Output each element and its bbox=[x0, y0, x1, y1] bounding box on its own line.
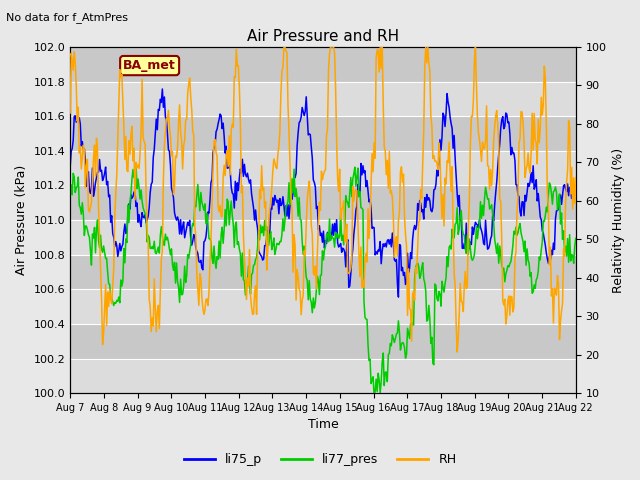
Bar bbox=[70, 116, 576, 151]
Bar bbox=[70, 324, 576, 359]
Legend: li75_p, li77_pres, RH: li75_p, li77_pres, RH bbox=[179, 448, 461, 471]
Bar bbox=[70, 47, 576, 82]
Text: BA_met: BA_met bbox=[124, 59, 176, 72]
Bar bbox=[70, 289, 576, 324]
Bar bbox=[70, 359, 576, 393]
Y-axis label: Relativity Humidity (%): Relativity Humidity (%) bbox=[612, 147, 625, 293]
Text: No data for f_AtmPres: No data for f_AtmPres bbox=[6, 12, 129, 23]
Bar bbox=[70, 220, 576, 255]
Bar bbox=[70, 82, 576, 116]
Bar bbox=[70, 151, 576, 185]
X-axis label: Time: Time bbox=[308, 419, 339, 432]
Bar bbox=[70, 255, 576, 289]
Bar bbox=[70, 185, 576, 220]
Title: Air Pressure and RH: Air Pressure and RH bbox=[247, 29, 399, 44]
Y-axis label: Air Pressure (kPa): Air Pressure (kPa) bbox=[15, 165, 28, 275]
